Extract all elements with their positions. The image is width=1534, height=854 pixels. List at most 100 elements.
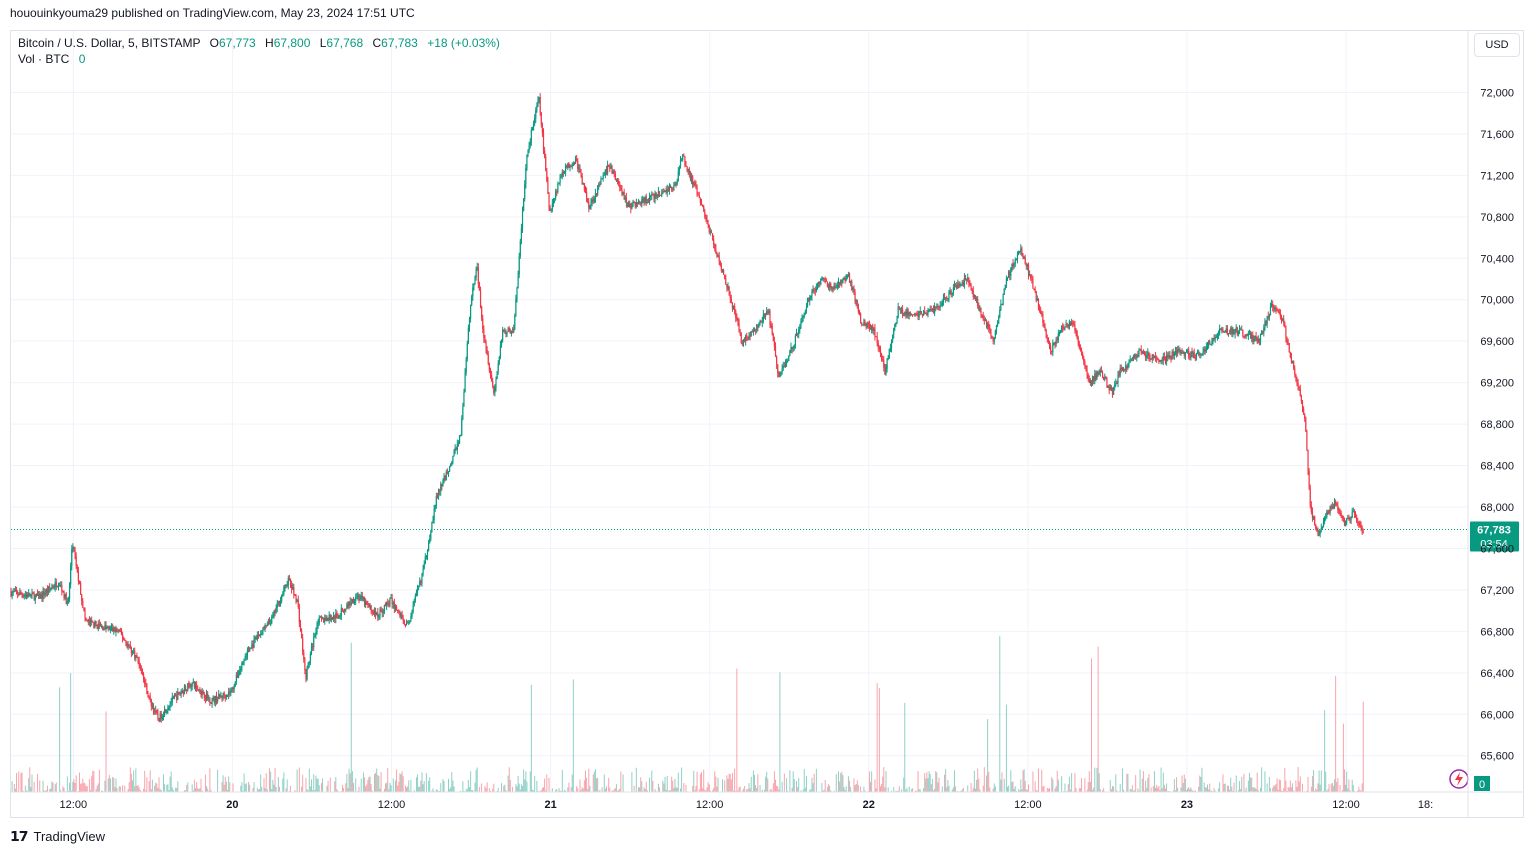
- volume-bar: [476, 767, 478, 792]
- volume-bar: [1010, 770, 1012, 792]
- volume-bar: [695, 785, 697, 792]
- currency-button[interactable]: USD: [1474, 33, 1520, 57]
- candle-body: [444, 476, 446, 481]
- candle-body: [198, 689, 200, 691]
- candle-body: [1005, 278, 1008, 285]
- volume-bar: [176, 787, 178, 792]
- volume-bar: [823, 789, 825, 792]
- candle-body: [353, 601, 356, 603]
- volume-bar: [926, 772, 928, 792]
- candle-body: [545, 156, 547, 171]
- volume-bar: [1163, 784, 1165, 792]
- volume-bar: [1123, 789, 1125, 792]
- volume-bar: [298, 767, 300, 792]
- candle-body: [415, 591, 418, 596]
- candle-body: [1234, 332, 1236, 335]
- volume-bar: [90, 790, 92, 792]
- volume-bar: [80, 783, 82, 792]
- volume-bar: [362, 772, 364, 792]
- candle-body: [1276, 309, 1278, 311]
- candle-body: [541, 124, 544, 133]
- candle-body: [1360, 524, 1362, 528]
- candle-body: [687, 169, 689, 171]
- volume-bar: [977, 768, 979, 792]
- volume-bar: [308, 768, 310, 792]
- volume-bar: [127, 789, 129, 792]
- candle-body: [109, 627, 112, 630]
- candle-body: [497, 362, 499, 372]
- candle-body: [356, 596, 358, 598]
- candle-body: [757, 324, 759, 328]
- footer-brand[interactable]: TradingView: [33, 829, 106, 844]
- candle-body: [183, 686, 186, 694]
- candle-body: [338, 615, 340, 618]
- candle-body: [946, 297, 948, 299]
- candle-body: [957, 284, 959, 289]
- volume-bar: [897, 790, 899, 792]
- candle-body: [798, 329, 800, 335]
- volume-bar: [620, 771, 622, 792]
- volume-bar: [1327, 789, 1329, 792]
- candle-body: [129, 645, 131, 648]
- volume-bar: [207, 788, 209, 792]
- volume-bar: [31, 774, 33, 792]
- candle-body: [836, 285, 838, 287]
- volume-bar: [960, 790, 962, 792]
- price-tick-label: 68,000: [1480, 502, 1514, 514]
- candle-body: [877, 343, 879, 348]
- volume-bar: [350, 642, 352, 792]
- volume-bar: [988, 771, 990, 792]
- volume-bar: [397, 785, 399, 792]
- volume-bar: [1141, 778, 1143, 792]
- candle-body: [814, 289, 816, 292]
- candle-body: [1115, 383, 1117, 385]
- candle-body: [809, 296, 811, 302]
- volume-bar: [786, 778, 788, 792]
- volume-bar: [1152, 786, 1154, 792]
- candle-body: [580, 172, 582, 176]
- volume-bar: [659, 787, 661, 792]
- candle-body: [196, 685, 198, 689]
- volume-bar: [534, 776, 536, 792]
- volume-bar: [1231, 786, 1233, 792]
- price-tick-label: 68,400: [1480, 461, 1514, 473]
- volume-label[interactable]: Vol · BTC: [18, 52, 70, 66]
- candle-body: [139, 664, 141, 669]
- candle-body: [774, 346, 777, 357]
- volume-bar: [754, 774, 756, 792]
- volume-bar: [974, 788, 976, 792]
- candle-body: [475, 268, 477, 278]
- candle-body: [671, 186, 673, 190]
- candle-body: [498, 357, 500, 363]
- candle-body: [827, 286, 830, 288]
- volume-bar: [1019, 790, 1021, 792]
- candle-body: [622, 192, 624, 195]
- volume-bar: [1325, 771, 1327, 792]
- volume-bar: [352, 782, 354, 792]
- candle-body: [920, 311, 922, 314]
- symbol-name[interactable]: Bitcoin / U.S. Dollar, 5, BITSTAMP: [18, 36, 201, 50]
- candle-body: [781, 368, 783, 373]
- volume-bar: [1165, 788, 1167, 792]
- price-tick-label: 69,600: [1480, 336, 1514, 348]
- candle-body: [463, 392, 465, 407]
- volume-bar: [1146, 787, 1148, 792]
- candle-body: [1149, 356, 1151, 359]
- volume-bar: [1299, 776, 1301, 792]
- candle-body: [140, 668, 142, 671]
- candle-body: [176, 695, 178, 700]
- candle-body: [484, 338, 486, 343]
- volume-bar: [149, 770, 151, 792]
- volume-bar: [175, 787, 177, 792]
- chart-frame[interactable]: [10, 30, 1524, 818]
- tradingview-logo-icon[interactable]: 𝟭𝟳: [10, 828, 29, 844]
- candle-body: [1303, 408, 1305, 415]
- candle-body: [339, 615, 341, 617]
- candle-body: [557, 184, 559, 192]
- candle-body: [971, 289, 973, 291]
- volume-bar: [1275, 784, 1277, 792]
- candle-body: [114, 627, 116, 633]
- volume-bar: [520, 784, 522, 792]
- candle-body: [1248, 333, 1251, 335]
